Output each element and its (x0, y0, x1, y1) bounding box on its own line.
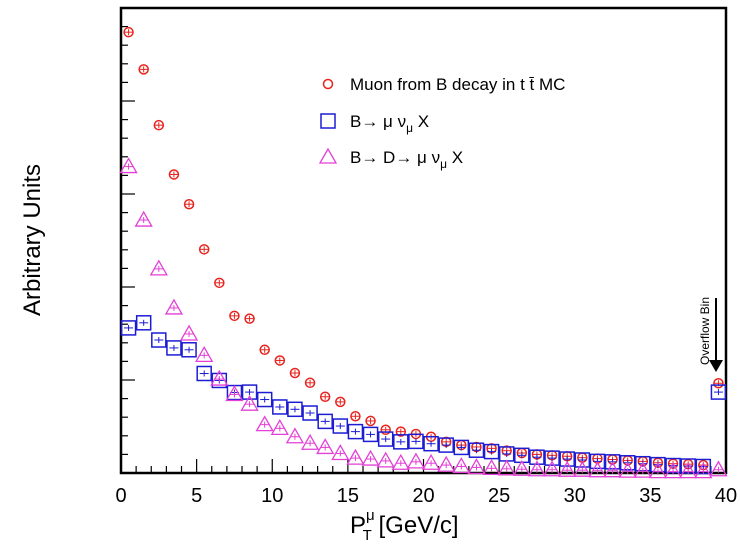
triangle-marker (376, 451, 395, 468)
series-square (120, 315, 727, 475)
y-axis-ticks (121, 7, 135, 474)
x-tick-label: 0 (115, 485, 126, 507)
triangle-marker (149, 259, 168, 276)
triangle-marker (361, 449, 380, 466)
triangle-marker (467, 458, 486, 475)
legend-square-marker (320, 113, 336, 129)
triangle-marker (573, 460, 592, 477)
overflow-annotation: Overflow Bin (698, 297, 723, 372)
square-marker (120, 320, 137, 336)
y-axis-title: Arbitrary Units (19, 164, 46, 316)
triangle-marker (346, 448, 365, 465)
triangle-marker (527, 460, 547, 477)
square-marker (438, 437, 454, 453)
overflow-bin-label: Overflow Bin (698, 297, 712, 365)
square-marker (211, 372, 228, 389)
triangle-marker (648, 462, 668, 479)
triangle-marker (512, 459, 531, 476)
triangle-marker (679, 462, 698, 479)
triangle-marker (694, 462, 713, 479)
triangle-marker (331, 444, 350, 461)
legend: Muon from B decay in t t̄ MC B→ μ νμ X B→ … (318, 75, 565, 171)
triangle-marker (285, 427, 305, 444)
square-marker (453, 439, 470, 456)
triangle-marker (255, 415, 274, 432)
square-marker (574, 452, 591, 468)
square-marker (423, 435, 439, 452)
triangle-marker (134, 210, 153, 227)
x-tick-label: 5 (191, 485, 202, 507)
square-marker (166, 340, 182, 356)
square-marker (544, 450, 560, 466)
triangle-marker (225, 385, 244, 402)
triangle-marker (452, 457, 471, 474)
triangle-marker (618, 461, 637, 478)
square-marker (181, 342, 197, 358)
x-axis-ticks: 0 5 10 15 20 25 30 35 40 (115, 459, 737, 507)
triangle-marker (588, 461, 607, 478)
triangle-marker (603, 461, 622, 478)
triangle-marker (482, 459, 501, 476)
legend-circle-marker (322, 78, 334, 90)
triangle-marker (270, 419, 289, 436)
triangle-marker (542, 460, 562, 477)
square-marker (287, 401, 303, 418)
square-marker (135, 315, 152, 331)
x-tick-label: 30 (564, 485, 586, 507)
square-marker (529, 449, 545, 465)
x-tick-label: 40 (715, 485, 737, 507)
square-marker (151, 332, 167, 348)
triangle-marker (421, 453, 441, 470)
square-marker (377, 431, 394, 447)
x-axis-title: Pμ T [GeV/c] (350, 507, 459, 544)
legend-label: B→ μ νμ X (350, 112, 429, 135)
square-marker (408, 433, 424, 450)
square-marker (483, 443, 500, 460)
triangle-marker (391, 453, 410, 470)
triangle-marker (497, 459, 516, 476)
square-marker (302, 405, 318, 421)
triangle-marker (164, 298, 184, 315)
triangle-marker (300, 433, 320, 450)
triangle-marker (316, 438, 335, 455)
triangle-marker (119, 157, 138, 174)
triangle-marker (663, 462, 683, 479)
triangle-marker (633, 461, 652, 478)
x-tick-label: 25 (488, 485, 510, 507)
square-marker (468, 442, 485, 458)
square-marker (332, 418, 349, 434)
triangle-marker (558, 460, 577, 477)
square-marker (272, 399, 288, 415)
triangle-marker (195, 346, 214, 363)
square-marker (559, 451, 575, 467)
x-tick-label: 10 (261, 485, 283, 507)
square-marker (393, 434, 409, 450)
legend-triangle-marker (318, 147, 338, 164)
x-tick-label: 35 (639, 485, 661, 507)
overflow-arrow-head (709, 360, 723, 372)
triangle-marker (437, 455, 456, 472)
square-marker (710, 384, 727, 400)
square-marker (196, 365, 212, 382)
legend-label: Muon from B decay in t t̄ MC (350, 75, 565, 94)
triangle-marker (709, 460, 728, 477)
square-marker (362, 426, 379, 443)
triangle-marker (210, 369, 229, 386)
triangle-marker (406, 452, 426, 469)
x-tick-label: 20 (412, 485, 434, 507)
series-triangle (119, 157, 728, 479)
square-marker (256, 391, 273, 408)
triangle-marker (179, 324, 199, 341)
square-marker (317, 413, 333, 430)
data-markers (119, 26, 728, 479)
square-marker (347, 423, 364, 440)
legend-label: B→ D→ μ νμ X (350, 148, 463, 171)
square-marker (241, 384, 258, 400)
triangle-marker (240, 394, 259, 411)
x-tick-label: 15 (337, 485, 359, 507)
